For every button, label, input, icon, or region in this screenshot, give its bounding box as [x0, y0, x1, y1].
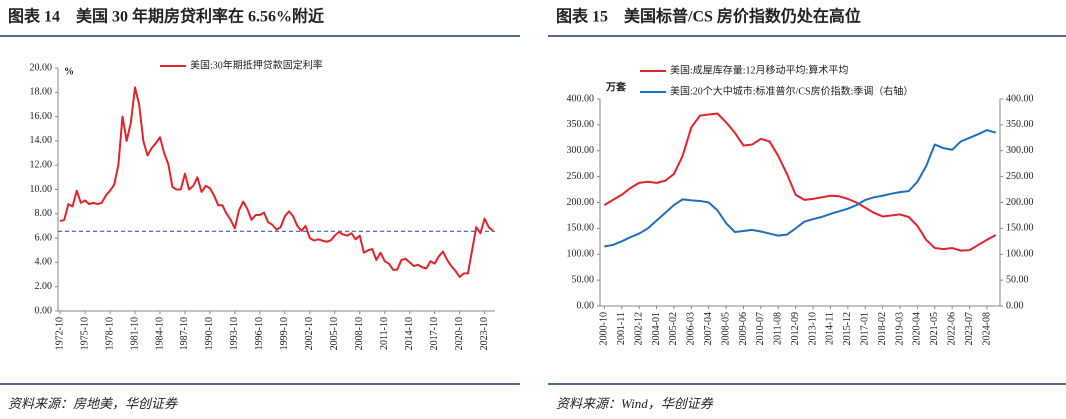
- y-tick-label: 150.00: [567, 223, 595, 234]
- x-tick-label: 2011-10: [379, 317, 390, 350]
- legend-label: 美国:成屋库存量:12月移动平均:算术平均: [670, 63, 848, 76]
- x-tick-label: 2005-02: [668, 312, 679, 345]
- y-tick-label: 0.00: [35, 305, 53, 316]
- y2-tick-label: 200.00: [1006, 197, 1034, 208]
- y-tick-label: 18.00: [30, 87, 53, 98]
- x-tick-label: 2008-10: [354, 317, 365, 350]
- y-tick-label: 250.00: [567, 171, 595, 182]
- x-tick-label: 2023-10: [479, 317, 490, 350]
- y2-tick-label: 50.00: [1006, 274, 1029, 285]
- x-tick-label: 2001-11: [616, 312, 627, 345]
- x-tick-label: 2011-08: [773, 312, 784, 345]
- x-tick-label: 2014-11: [825, 312, 836, 345]
- y-tick-label: 2.00: [35, 281, 53, 292]
- x-tick-label: 2012-09: [790, 312, 801, 345]
- x-tick-label: 1972-10: [54, 317, 65, 350]
- y2-tick-label: 300.00: [1006, 145, 1034, 156]
- legend-label: 美国:20个大中城市:标准普尔/CS房价指数:季调（右轴）: [670, 84, 913, 97]
- x-tick-label: 2020-10: [454, 317, 465, 350]
- y2-tick-label: 250.00: [1006, 171, 1034, 182]
- x-tick-label: 2020-04: [912, 312, 923, 345]
- x-tick-label: 2024-08: [981, 312, 992, 345]
- x-tick-label: 2002-12: [633, 312, 644, 345]
- y2-tick-label: 350.00: [1006, 119, 1034, 130]
- x-tick-label: 2006-03: [686, 312, 697, 345]
- x-tick-label: 1996-10: [254, 317, 265, 350]
- x-tick-label: 2009-06: [738, 312, 749, 345]
- y-tick-label: 50.00: [572, 274, 595, 285]
- x-tick-label: 2002-10: [304, 317, 315, 350]
- x-tick-label: 2004-01: [651, 312, 662, 345]
- x-tick-label: 1978-10: [104, 317, 115, 350]
- source-note: 资料来源：Wind，华创证券: [556, 396, 714, 411]
- x-tick-label: 2019-03: [894, 312, 905, 345]
- series-line: [59, 86, 494, 278]
- x-tick-label: 2017-01: [860, 312, 871, 345]
- x-tick-label: 1990-10: [204, 317, 215, 350]
- source-note: 资料来源：房地美，华创证券: [8, 396, 178, 411]
- x-tick-label: 2015-12: [842, 312, 853, 345]
- x-tick-label: 2018-02: [877, 312, 888, 345]
- y-tick-label: 200.00: [567, 197, 595, 208]
- x-tick-label: 1993-10: [229, 317, 240, 350]
- x-tick-label: 2000-10: [599, 312, 610, 345]
- x-tick-label: 2008-05: [720, 312, 731, 345]
- legend-label: 美国:30年期抵押贷款固定利率: [190, 58, 323, 71]
- y-tick-label: 0.00: [577, 300, 595, 311]
- series-line: [603, 112, 997, 252]
- x-tick-label: 1984-10: [154, 317, 165, 350]
- y-tick-label: 6.00: [35, 232, 53, 243]
- y-tick-label: 300.00: [567, 145, 595, 156]
- y2-tick-label: 100.00: [1006, 249, 1034, 260]
- x-tick-label: 2017-10: [429, 317, 440, 350]
- panel-title: 图表 15 美国标普/CS 房价指数仍处在高位: [556, 7, 861, 26]
- x-tick-label: 2005-10: [329, 317, 340, 350]
- x-tick-label: 1975-10: [79, 317, 90, 350]
- y-tick-label: 100.00: [567, 249, 595, 260]
- y-tick-label: 12.00: [30, 159, 53, 170]
- y2-tick-label: 150.00: [1006, 223, 1034, 234]
- y-tick-label: 4.00: [35, 257, 53, 268]
- y-tick-label: 16.00: [30, 111, 53, 122]
- y-tick-label: 10.00: [30, 184, 53, 195]
- y-unit: %: [64, 66, 74, 77]
- y2-tick-label: 0.00: [1006, 300, 1024, 311]
- x-tick-label: 2022-06: [946, 312, 957, 345]
- panel-title: 图表 14 美国 30 年期房贷利率在 6.56%附近: [8, 7, 324, 26]
- y-tick-label: 400.00: [567, 93, 595, 104]
- y-tick-label: 8.00: [35, 208, 53, 219]
- x-tick-label: 1981-10: [129, 317, 140, 350]
- y2-tick-label: 400.00: [1006, 93, 1034, 104]
- x-tick-label: 2023-07: [964, 312, 975, 345]
- y-unit: 万套: [605, 80, 627, 93]
- x-tick-label: 1999-10: [279, 317, 290, 350]
- x-tick-label: 2021-05: [929, 312, 940, 345]
- x-tick-label: 2013-10: [807, 312, 818, 345]
- series-line: [604, 129, 996, 248]
- x-tick-label: 2007-04: [703, 312, 714, 345]
- y-tick-label: 350.00: [567, 119, 595, 130]
- y-tick-label: 14.00: [30, 135, 53, 146]
- x-tick-label: 1987-10: [179, 317, 190, 350]
- y-tick-label: 20.00: [30, 62, 53, 73]
- x-tick-label: 2010-07: [755, 312, 766, 345]
- x-tick-label: 2014-10: [404, 317, 415, 350]
